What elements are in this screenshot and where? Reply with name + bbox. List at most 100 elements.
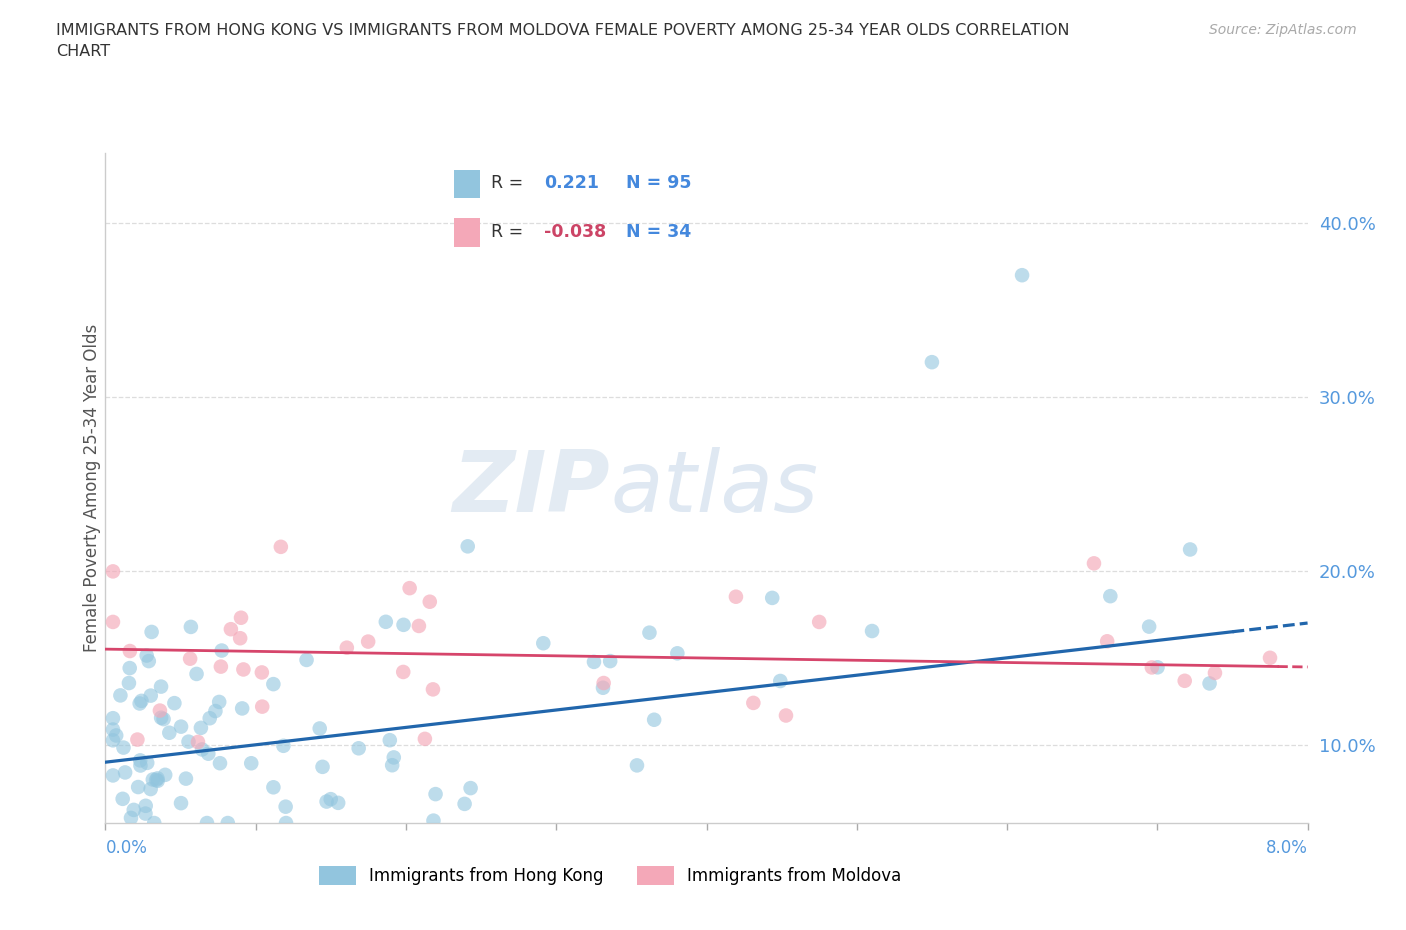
Point xyxy=(460,780,482,795)
Point xyxy=(378,733,401,748)
Point xyxy=(398,580,420,595)
Point xyxy=(135,798,157,813)
Point xyxy=(240,756,263,771)
Point xyxy=(1178,542,1201,557)
Point xyxy=(357,634,380,649)
Point xyxy=(1083,556,1105,571)
Point xyxy=(413,731,436,746)
Point xyxy=(392,665,415,680)
Point xyxy=(101,722,124,737)
Point xyxy=(531,636,554,651)
Point xyxy=(129,758,152,773)
Point xyxy=(209,659,232,674)
Point xyxy=(262,677,284,692)
Point xyxy=(217,816,239,830)
Point xyxy=(336,640,359,655)
Point xyxy=(186,667,208,682)
Point xyxy=(599,654,621,669)
Point xyxy=(231,701,253,716)
Point xyxy=(425,787,447,802)
Text: CHART: CHART xyxy=(56,44,110,59)
Point xyxy=(315,794,337,809)
Point xyxy=(139,781,162,796)
Point xyxy=(1258,650,1281,665)
Point xyxy=(638,625,661,640)
Point xyxy=(328,795,350,810)
Point xyxy=(382,750,405,764)
Point xyxy=(392,618,415,632)
Point xyxy=(1140,660,1163,675)
Text: 0.0%: 0.0% xyxy=(105,839,148,857)
Point xyxy=(135,648,157,663)
Point xyxy=(138,654,160,669)
Point xyxy=(295,653,318,668)
Point xyxy=(308,721,330,736)
Point xyxy=(157,725,180,740)
Point xyxy=(582,655,605,670)
Point xyxy=(153,767,176,782)
Point xyxy=(128,696,150,711)
Point xyxy=(146,771,169,786)
Point xyxy=(195,816,218,830)
Text: ZIP: ZIP xyxy=(453,446,610,530)
Point xyxy=(101,733,124,748)
Point xyxy=(163,696,186,711)
Text: IMMIGRANTS FROM HONG KONG VS IMMIGRANTS FROM MOLDOVA FEMALE POVERTY AMONG 25-34 : IMMIGRANTS FROM HONG KONG VS IMMIGRANTS … xyxy=(56,23,1070,38)
Point xyxy=(262,780,284,795)
Point xyxy=(190,721,212,736)
Point xyxy=(769,673,792,688)
Point xyxy=(408,618,430,633)
Point xyxy=(229,610,252,625)
Point xyxy=(187,735,209,750)
Point xyxy=(197,746,219,761)
Text: 8.0%: 8.0% xyxy=(1265,839,1308,857)
Point xyxy=(122,803,145,817)
Point xyxy=(1146,660,1168,675)
Point xyxy=(150,711,173,725)
Point xyxy=(381,758,404,773)
Point xyxy=(208,756,231,771)
Point xyxy=(149,703,172,718)
Point xyxy=(129,753,152,768)
Point xyxy=(724,590,747,604)
Point xyxy=(211,644,233,658)
Point xyxy=(142,772,165,787)
Legend: Immigrants from Hong Kong, Immigrants from Moldova: Immigrants from Hong Kong, Immigrants fr… xyxy=(312,859,908,892)
Point xyxy=(1198,676,1220,691)
Point xyxy=(422,682,444,697)
Point xyxy=(1204,666,1226,681)
Point xyxy=(131,694,153,709)
Point xyxy=(422,813,444,828)
Point xyxy=(110,688,132,703)
Point xyxy=(139,688,162,703)
Text: Source: ZipAtlas.com: Source: ZipAtlas.com xyxy=(1209,23,1357,37)
Point xyxy=(112,740,135,755)
Point xyxy=(101,615,124,630)
Point xyxy=(626,758,648,773)
Y-axis label: Female Poverty Among 25-34 Year Olds: Female Poverty Among 25-34 Year Olds xyxy=(83,325,101,652)
Point xyxy=(179,651,201,666)
Point xyxy=(198,711,221,725)
Point xyxy=(114,765,136,780)
Point xyxy=(101,711,124,725)
Point xyxy=(177,734,200,749)
Point xyxy=(174,771,197,786)
Point xyxy=(191,742,214,757)
Point xyxy=(250,665,273,680)
Point xyxy=(592,675,614,690)
Point xyxy=(118,675,141,690)
Point xyxy=(270,539,292,554)
Point xyxy=(742,696,765,711)
Point xyxy=(120,810,142,825)
Point xyxy=(274,816,297,830)
Point xyxy=(204,704,226,719)
Point xyxy=(118,644,141,658)
Point xyxy=(111,791,134,806)
Point xyxy=(666,645,689,660)
Point xyxy=(101,768,124,783)
Point xyxy=(152,711,174,726)
Point xyxy=(453,796,475,811)
Point xyxy=(311,760,333,775)
Point xyxy=(232,662,254,677)
Point xyxy=(170,719,193,734)
